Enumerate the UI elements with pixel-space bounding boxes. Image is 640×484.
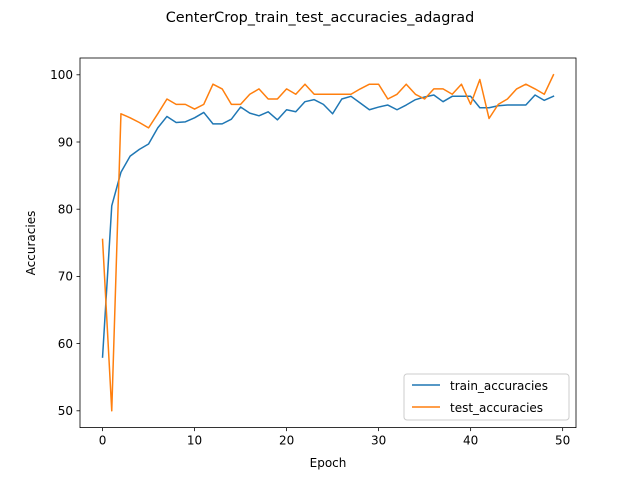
x-tick-label: 50	[555, 434, 570, 448]
x-tick-label: 10	[187, 434, 202, 448]
x-axis-label: Epoch	[310, 456, 347, 470]
series-line-test-accuracies	[101, 73, 555, 412]
y-tick-label: 50	[58, 404, 73, 418]
y-axis-label: Accuracies	[24, 211, 38, 276]
y-tick-label: 100	[50, 68, 73, 82]
legend-label-train: train_accuracies	[450, 379, 548, 393]
series-line-train-accuracies	[101, 94, 555, 358]
x-tick-label: 40	[463, 434, 478, 448]
legend-box	[403, 373, 570, 421]
chart-title: CenterCrop_train_test_accuracies_adagrad	[166, 10, 474, 26]
series-layer	[101, 73, 555, 412]
y-tick-label: 80	[58, 203, 73, 217]
plot-area-frame	[79, 57, 577, 429]
legend: train_accuracies test_accuracies	[403, 373, 570, 421]
x-tick-label: 30	[371, 434, 386, 448]
y-tick-label: 70	[58, 270, 73, 284]
y-axis-ticks: 50 60 70 80 90 100	[50, 68, 80, 418]
y-tick-label: 90	[58, 135, 73, 149]
x-axis-ticks: 0 10 20 30 40 50	[99, 427, 570, 448]
y-tick-label: 60	[58, 337, 73, 351]
legend-label-test: test_accuracies	[450, 401, 543, 415]
x-tick-label: 0	[99, 434, 107, 448]
x-tick-label: 20	[279, 434, 294, 448]
